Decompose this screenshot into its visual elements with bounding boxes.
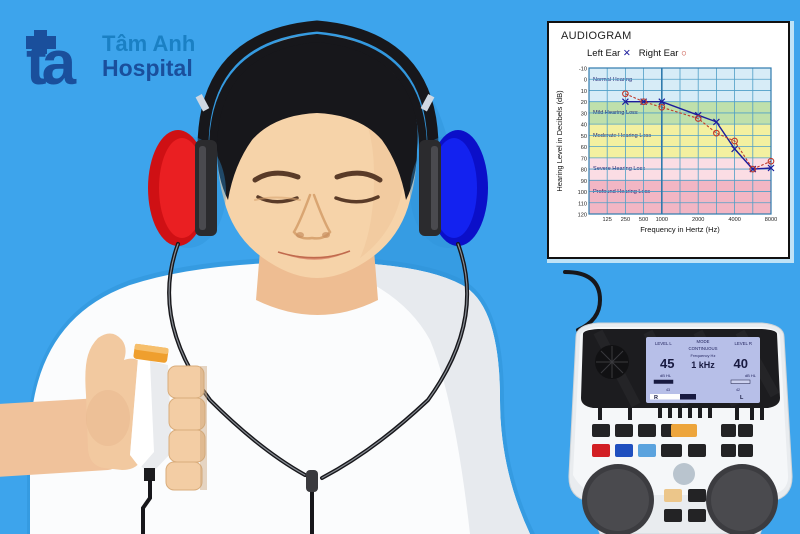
- svg-text:42: 42: [736, 388, 740, 392]
- svg-text:dB HL: dB HL: [745, 373, 757, 378]
- svg-text:45: 45: [660, 356, 674, 371]
- svg-text:MODE: MODE: [697, 339, 710, 344]
- svg-text:1 kHz: 1 kHz: [691, 360, 715, 370]
- svg-text:LEVEL L: LEVEL L: [655, 341, 672, 346]
- svg-text:R: R: [654, 395, 658, 401]
- svg-text:40: 40: [734, 356, 748, 371]
- svg-text:43: 43: [666, 388, 670, 392]
- svg-text:CONTINUOUS: CONTINUOUS: [689, 346, 718, 351]
- svg-text:Frequency Hz: Frequency Hz: [691, 353, 716, 358]
- svg-text:dB HL: dB HL: [660, 373, 672, 378]
- svg-text:LEVEL R: LEVEL R: [734, 341, 752, 346]
